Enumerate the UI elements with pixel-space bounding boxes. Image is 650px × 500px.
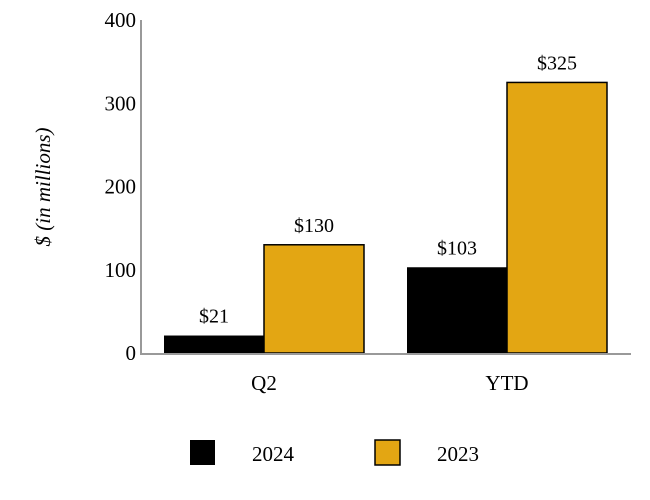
y-tick-label: 0 — [126, 341, 137, 365]
bar-2024-Q2 — [164, 335, 264, 353]
y-axis-label: $ (in millions) — [31, 127, 55, 246]
data-label: $103 — [437, 237, 477, 259]
legend-label: 2023 — [437, 442, 479, 466]
bar-2023-Q2 — [263, 244, 365, 354]
x-tick-label: Q2 — [251, 371, 277, 395]
data-label: $130 — [294, 215, 334, 237]
y-tick-label: 100 — [105, 258, 137, 282]
y-tick-label: 400 — [105, 8, 137, 32]
legend-label: 2024 — [252, 442, 295, 466]
y-tick-label: 300 — [105, 91, 137, 115]
bar-2024-YTD — [407, 267, 507, 353]
bar-2023-YTD — [506, 81, 608, 354]
legend-swatch-2023 — [374, 439, 401, 466]
data-label: $325 — [537, 52, 577, 74]
y-tick-label: 200 — [105, 175, 137, 199]
legend-swatch-2024 — [190, 440, 215, 465]
x-tick-label: YTD — [485, 371, 528, 395]
data-label: $21 — [199, 306, 229, 328]
